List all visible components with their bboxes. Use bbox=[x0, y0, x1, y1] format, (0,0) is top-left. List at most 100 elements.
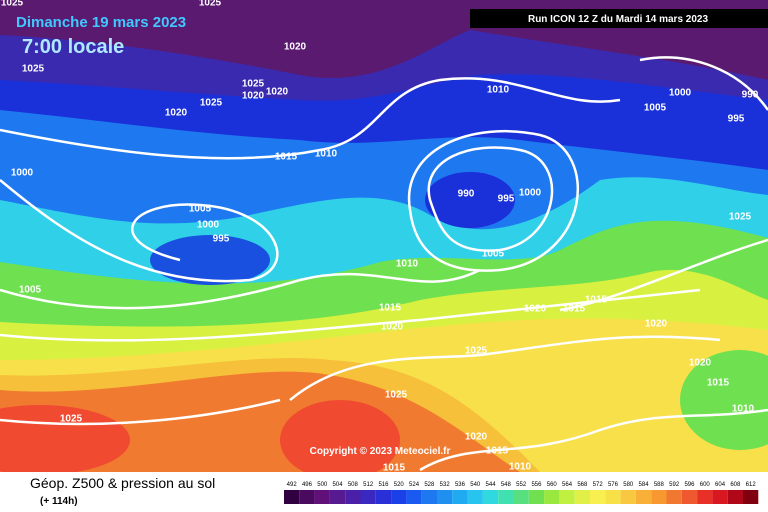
scale-swatch bbox=[314, 490, 330, 504]
scale-label: 580 bbox=[623, 482, 634, 488]
scale-label: 544 bbox=[486, 482, 497, 488]
scale-swatch bbox=[712, 490, 728, 504]
scale-label: 512 bbox=[363, 482, 374, 488]
color-scale: 492 496 500 504 508 512 516 520 524 528 532 536 540 5… bbox=[284, 482, 759, 504]
scale-label: 584 bbox=[639, 482, 650, 488]
scale-label: 496 bbox=[302, 482, 313, 488]
scale-label: 508 bbox=[348, 482, 359, 488]
isobar-label: 995 bbox=[498, 194, 515, 205]
isobar-label: 1000 bbox=[197, 220, 220, 231]
isobar-label: 1020 bbox=[381, 322, 404, 333]
isobar-label: 1010 bbox=[509, 462, 532, 473]
scale-swatch bbox=[544, 490, 560, 504]
scale-swatch bbox=[329, 490, 346, 504]
scale-label: 524 bbox=[409, 482, 420, 488]
scale-swatch bbox=[452, 490, 468, 504]
scale-label: 596 bbox=[684, 482, 695, 488]
scale-swatch bbox=[375, 490, 392, 504]
scale-label: 600 bbox=[700, 482, 711, 488]
run-info: Run ICON 12 Z du Mardi 14 mars 2023 bbox=[528, 14, 708, 25]
scale-swatch bbox=[513, 490, 529, 504]
scale-label: 516 bbox=[378, 482, 389, 488]
isobar-label: 995 bbox=[213, 234, 230, 245]
isobar-label: 1015 bbox=[383, 463, 406, 474]
scale-label: 540 bbox=[470, 482, 481, 488]
isobar-label: 1020 bbox=[266, 87, 289, 98]
isobar-label: 1020 bbox=[524, 304, 547, 315]
isobar-label: 1020 bbox=[284, 42, 307, 53]
isobar-label: 1010 bbox=[487, 85, 510, 96]
isobar-label: 1020 bbox=[165, 108, 188, 119]
scale-label: 612 bbox=[746, 482, 757, 488]
isobar-label: 1010 bbox=[732, 404, 755, 415]
scale-label: 568 bbox=[577, 482, 588, 488]
scale-swatch bbox=[620, 490, 636, 504]
isobar-label: 1020 bbox=[645, 319, 668, 330]
isobar-label: 1025 bbox=[465, 346, 488, 357]
isobar-label: 1015 bbox=[563, 304, 586, 315]
isobar-label: 1000 bbox=[11, 168, 34, 179]
isobar-labels: 1025 1025 1020 1025 1025 1020 1020 1025 1020 1010… bbox=[1, 0, 759, 474]
scale-swatch bbox=[681, 490, 698, 504]
isobar-label: 1025 bbox=[22, 64, 45, 75]
isobar-label: 1015 bbox=[275, 152, 298, 163]
isobar-label: 1010 bbox=[315, 149, 338, 160]
scale-swatch bbox=[498, 490, 514, 504]
scale-swatch bbox=[697, 490, 713, 504]
scale-swatch bbox=[727, 490, 743, 504]
isobar-label: 990 bbox=[458, 189, 475, 200]
scale-label: 576 bbox=[608, 482, 619, 488]
scale-label: 532 bbox=[440, 482, 451, 488]
scale-swatch bbox=[574, 490, 590, 504]
scale-swatch bbox=[437, 490, 453, 504]
footer-title: Géop. Z500 & pression au sol bbox=[30, 475, 215, 491]
scale-swatch bbox=[743, 490, 759, 504]
scale-label: 520 bbox=[394, 482, 405, 488]
isobar-label: 1025 bbox=[60, 414, 83, 425]
scale-swatch bbox=[391, 490, 407, 504]
scale-label: 572 bbox=[593, 482, 604, 488]
scale-swatch bbox=[284, 490, 300, 504]
isobar-label: 1025 bbox=[199, 0, 222, 9]
isobars bbox=[0, 56, 768, 472]
scale-label: 604 bbox=[715, 482, 726, 488]
copyright: Copyright © 2023 Meteociel.fr bbox=[310, 446, 451, 457]
scale-swatch bbox=[605, 490, 621, 504]
isobar-label: 1010 bbox=[396, 259, 419, 270]
run-box bbox=[470, 9, 768, 28]
isobar-label: 1000 bbox=[669, 88, 692, 99]
isobar-label: 1015 bbox=[707, 378, 730, 389]
isobar-label: 1005 bbox=[644, 103, 667, 114]
scale-label: 564 bbox=[562, 482, 573, 488]
scale-swatch bbox=[421, 490, 437, 504]
isobar-label: 1025 bbox=[729, 212, 752, 223]
date: Dimanche 19 mars 2023 bbox=[16, 14, 186, 31]
scale-label: 492 bbox=[287, 482, 298, 488]
isobar-label: 1015 bbox=[486, 446, 509, 457]
scale-label: 552 bbox=[516, 482, 527, 488]
scale-swatch bbox=[666, 490, 682, 504]
scale-swatch bbox=[635, 490, 652, 504]
isobar-label: 995 bbox=[728, 114, 745, 125]
scale-swatch bbox=[467, 490, 483, 504]
isobar-label: 1015 bbox=[379, 303, 402, 314]
scale-label: 548 bbox=[501, 482, 512, 488]
scale-swatch bbox=[299, 490, 315, 504]
scale-swatch bbox=[528, 490, 545, 504]
isobar-label: 1000 bbox=[519, 188, 542, 199]
scale-label: 500 bbox=[317, 482, 328, 488]
isobar-label: 1025 bbox=[200, 98, 223, 109]
scale-label: 504 bbox=[333, 482, 344, 488]
isobar-label: 1015 bbox=[585, 295, 608, 306]
scale-label: 556 bbox=[531, 482, 542, 488]
scale-label: 528 bbox=[424, 482, 435, 488]
scale-swatch bbox=[559, 490, 575, 504]
scale-label: 536 bbox=[455, 482, 466, 488]
scale-label: 608 bbox=[730, 482, 741, 488]
isobar-label: 1020 bbox=[689, 358, 712, 369]
footer-lead: (+ 114h) bbox=[40, 496, 78, 507]
scale-swatch bbox=[482, 490, 499, 504]
isobar-label: 990 bbox=[742, 90, 759, 101]
isobar-label: 1005 bbox=[19, 285, 42, 296]
